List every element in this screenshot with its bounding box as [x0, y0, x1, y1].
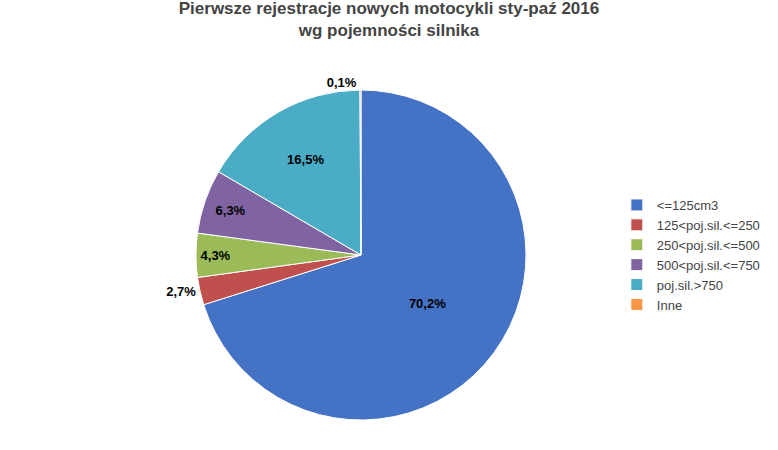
svg-text:125<poj.sil.<=250: 125<poj.sil.<=250	[657, 218, 760, 233]
svg-text:16,5%: 16,5%	[287, 152, 324, 167]
svg-text:2,7%: 2,7%	[166, 284, 196, 299]
svg-text:250<poj.sil.<=500: 250<poj.sil.<=500	[657, 238, 760, 253]
svg-text:500<poj.sil.<=750: 500<poj.sil.<=750	[657, 258, 760, 273]
svg-text:<=125cm3: <=125cm3	[657, 198, 718, 213]
svg-text:Inne: Inne	[657, 298, 682, 313]
svg-text:70,2%: 70,2%	[409, 296, 446, 311]
svg-text:4,3%: 4,3%	[201, 248, 231, 263]
svg-text:6,3%: 6,3%	[216, 203, 246, 218]
svg-text:0,1%: 0,1%	[327, 75, 357, 90]
svg-text:Pierwsze rejestracje nowych mo: Pierwsze rejestracje nowych motocykli st…	[179, 0, 599, 40]
svg-text:poj.sil.>750: poj.sil.>750	[657, 278, 723, 293]
